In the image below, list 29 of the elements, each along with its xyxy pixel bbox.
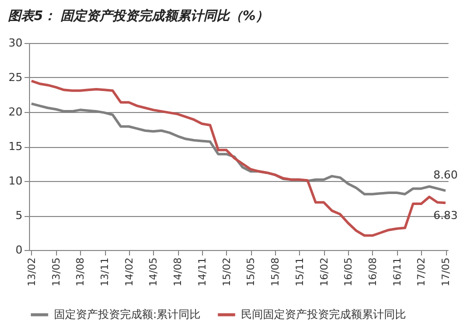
y-tick-label: 30 [8,36,22,50]
y-tick-label: 20 [8,106,22,118]
x-tick-label: 15/05 [246,258,258,286]
y-tick-label: 10 [8,174,22,188]
x-tick-label: 16/08 [368,258,379,286]
x-tick-label: 14/08 [173,258,184,286]
legend-label: 固定资产投资完成额:累计同比 [54,308,201,321]
x-tick-label: 15/11 [294,258,306,286]
x-tick-label: 16/05 [344,258,355,286]
x-tick-label: 15/08 [270,258,282,286]
x-tick-label: 13/05 [51,258,62,286]
x-tick-label: 13/11 [100,258,112,286]
x-tick-label: 13/08 [76,258,87,286]
x-tick-label: 15/02 [222,258,233,286]
x-tick-label: 16/11 [392,258,404,286]
y-tick-label: 0 [16,244,22,256]
x-tick-label: 14/05 [148,258,160,286]
x-tick-label: 13/02 [26,258,38,286]
x-tick-label: 17/02 [416,258,428,286]
y-tick-label: 5 [16,209,22,222]
x-tick-label: 14/02 [124,258,136,286]
x-tick-label: 14/11 [197,258,208,286]
x-tick-label: 16/02 [319,258,330,286]
legend-label: 民间固定资产投资完成额累计同比 [241,308,406,321]
chart-title: 图表5： 固定资产投资完成额累计同比（%） [8,8,269,24]
x-tick-label: 17/05 [441,258,452,286]
annotation: 8.60 [433,168,458,182]
y-tick-label: 25 [8,71,22,84]
y-tick-label: 15 [8,140,22,153]
